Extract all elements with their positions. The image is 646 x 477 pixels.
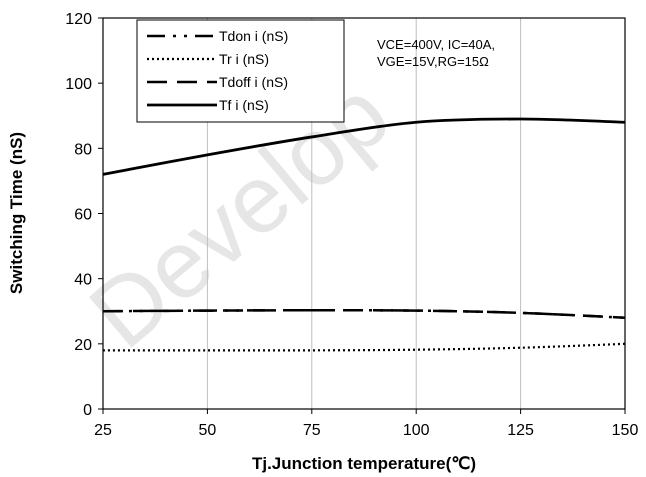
y-tick-label: 80 — [74, 141, 92, 158]
series-line-3 — [102, 309, 626, 320]
x-tick-label: 125 — [507, 422, 534, 439]
test-conditions-text: VGE=15V,RG=15Ω — [377, 54, 489, 69]
x-tick-label: 100 — [403, 422, 430, 439]
x-tick-label: 25 — [94, 422, 112, 439]
legend-label: Tf i (nS) — [219, 97, 269, 113]
y-tick-label: 0 — [83, 402, 92, 419]
y-tick-label: 100 — [65, 76, 92, 93]
x-tick-label: 75 — [303, 422, 321, 439]
legend-label: Tr i (nS) — [219, 51, 269, 67]
y-tick-label: 40 — [74, 272, 92, 289]
series-line-4 — [102, 117, 626, 176]
y-tick-label: 20 — [74, 337, 92, 354]
series-line-2 — [103, 342, 626, 352]
x-tick-label: 150 — [612, 422, 639, 439]
x-axis-title: Tj.Junction temperature(℃) — [252, 454, 476, 473]
legend-label: Tdoff i (nS) — [219, 74, 288, 90]
y-tick-label: 60 — [74, 207, 92, 224]
legend-label: Tdon i (nS) — [219, 28, 288, 44]
y-axis-title: Switching Time (nS) — [7, 132, 26, 294]
test-conditions-text: VCE=400V, IC=40A, — [377, 37, 495, 52]
x-tick-label: 50 — [199, 422, 217, 439]
y-tick-label: 120 — [65, 11, 92, 28]
